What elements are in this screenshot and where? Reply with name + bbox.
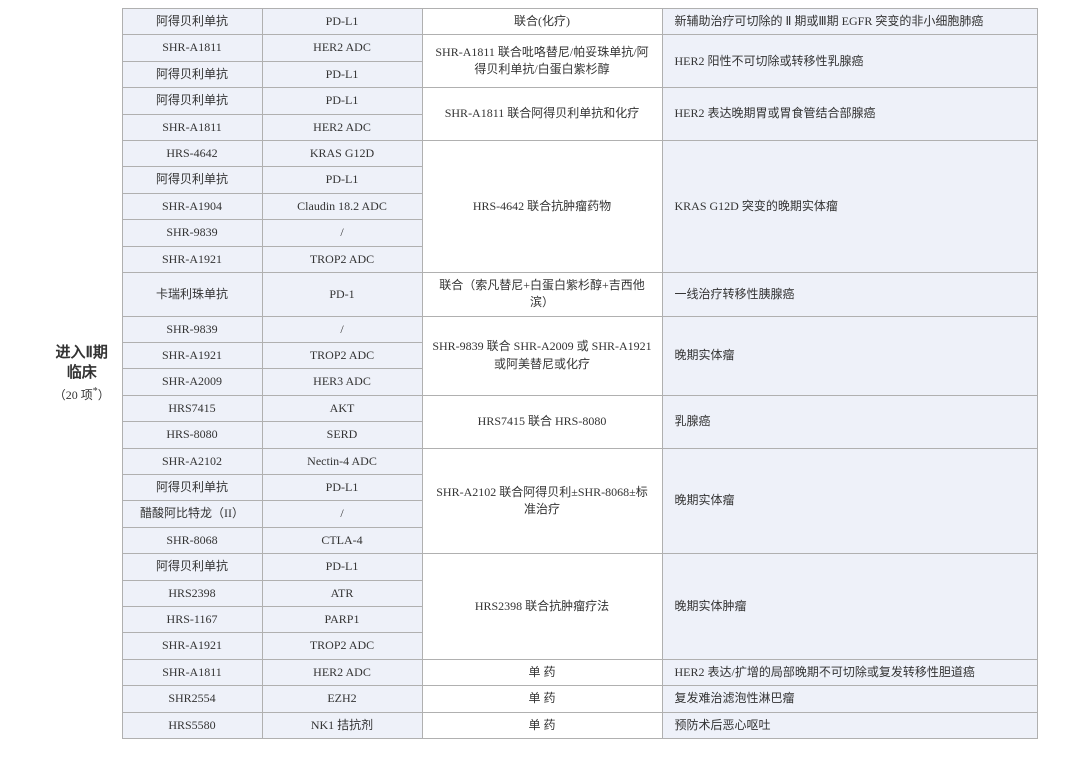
target-cell: HER2 ADC [262,114,422,140]
drug-name-cell: SHR-A1811 [122,114,262,140]
target-cell: TROP2 ADC [262,633,422,659]
table-row: HRS-4642KRAS G12DHRS-4642 联合抗肿瘤药物KRAS G1… [42,140,1038,166]
indication-cell: 复发难治滤泡性淋巴瘤 [662,686,1038,712]
target-cell: HER3 ADC [262,369,422,395]
table-row: HRS5580NK1 拮抗剂单 药预防术后恶心呕吐 [42,712,1038,738]
drug-name-cell: HRS-8080 [122,422,262,448]
target-cell: Nectin-4 ADC [262,448,422,474]
target-cell: PD-L1 [262,9,422,35]
drug-name-cell: 醋酸阿比特龙（II） [122,501,262,527]
drug-name-cell: SHR-A2102 [122,448,262,474]
drug-name-cell: SHR2554 [122,686,262,712]
indication-cell: 晚期实体瘤 [662,448,1038,554]
therapy-cell: 单 药 [422,659,662,685]
table-row: SHR-9839/SHR-9839 联合 SHR-A2009 或 SHR-A19… [42,316,1038,342]
table-row: SHR2554EZH2单 药复发难治滤泡性淋巴瘤 [42,686,1038,712]
therapy-cell: SHR-A1811 联合吡咯替尼/帕妥珠单抗/阿得贝利单抗/白蛋白紫杉醇 [422,35,662,88]
drug-name-cell: HRS-1167 [122,606,262,632]
target-cell: / [262,220,422,246]
therapy-cell: HRS-4642 联合抗肿瘤药物 [422,140,662,272]
target-cell: PD-L1 [262,554,422,580]
therapy-cell: SHR-A1811 联合阿得贝利单抗和化疗 [422,88,662,141]
drug-name-cell: SHR-9839 [122,220,262,246]
target-cell: CTLA-4 [262,527,422,553]
table-row: 阿得贝利单抗PD-L1SHR-A1811 联合阿得贝利单抗和化疗HER2 表达晚… [42,88,1038,114]
target-cell: PD-L1 [262,88,422,114]
indication-cell: HER2 阳性不可切除或转移性乳腺癌 [662,35,1038,88]
indication-cell: 晚期实体肿瘤 [662,554,1038,660]
indication-cell: 一线治疗转移性胰腺癌 [662,272,1038,316]
table-row: 阿得贝利单抗PD-L1HRS2398 联合抗肿瘤疗法晚期实体肿瘤 [42,554,1038,580]
drug-name-cell: HRS7415 [122,395,262,421]
target-cell: TROP2 ADC [262,343,422,369]
stage-subtitle: （20 项*） [46,385,118,404]
therapy-cell: HRS7415 联合 HRS-8080 [422,395,662,448]
target-cell: / [262,501,422,527]
table-row: SHR-A1811HER2 ADC单 药HER2 表达/扩增的局部晚期不可切除或… [42,659,1038,685]
target-cell: PARP1 [262,606,422,632]
indication-cell: 预防术后恶心呕吐 [662,712,1038,738]
therapy-cell: SHR-9839 联合 SHR-A2009 或 SHR-A1921 或阿美替尼或… [422,316,662,395]
indication-cell: HER2 表达/扩增的局部晚期不可切除或复发转移性胆道癌 [662,659,1038,685]
drug-name-cell: SHR-A1811 [122,659,262,685]
drug-name-cell: 阿得贝利单抗 [122,61,262,87]
stage-title-line1: 进入Ⅱ期 [56,345,108,361]
table-row: 进入Ⅱ期临床（20 项*）阿得贝利单抗PD-L1联合(化疗)新辅助治疗可切除的 … [42,9,1038,35]
target-cell: HER2 ADC [262,35,422,61]
target-cell: Claudin 18.2 ADC [262,193,422,219]
therapy-cell: HRS2398 联合抗肿瘤疗法 [422,554,662,660]
drug-name-cell: HRS-4642 [122,140,262,166]
therapy-cell: 联合（索凡替尼+白蛋白紫杉醇+吉西他滨） [422,272,662,316]
clinical-trials-table: 进入Ⅱ期临床（20 项*）阿得贝利单抗PD-L1联合(化疗)新辅助治疗可切除的 … [42,8,1038,739]
drug-name-cell: 阿得贝利单抗 [122,554,262,580]
stage-title: 进入Ⅱ期临床 [46,343,118,384]
stage-title-line2: 临床 [67,365,97,381]
drug-name-cell: SHR-A1811 [122,35,262,61]
table-row: SHR-A2102Nectin-4 ADCSHR-A2102 联合阿得贝利±SH… [42,448,1038,474]
drug-name-cell: SHR-A2009 [122,369,262,395]
target-cell: TROP2 ADC [262,246,422,272]
drug-name-cell: SHR-A1921 [122,343,262,369]
target-cell: PD-L1 [262,475,422,501]
target-cell: PD-L1 [262,61,422,87]
table-row: SHR-A1811HER2 ADCSHR-A1811 联合吡咯替尼/帕妥珠单抗/… [42,35,1038,61]
drug-name-cell: SHR-9839 [122,316,262,342]
target-cell: NK1 拮抗剂 [262,712,422,738]
target-cell: SERD [262,422,422,448]
target-cell: AKT [262,395,422,421]
target-cell: KRAS G12D [262,140,422,166]
therapy-cell: SHR-A2102 联合阿得贝利±SHR-8068±标准治疗 [422,448,662,554]
target-cell: / [262,316,422,342]
therapy-cell: 单 药 [422,686,662,712]
drug-name-cell: HRS2398 [122,580,262,606]
drug-name-cell: SHR-A1921 [122,633,262,659]
therapy-cell: 单 药 [422,712,662,738]
drug-name-cell: 阿得贝利单抗 [122,167,262,193]
target-cell: PD-L1 [262,167,422,193]
target-cell: EZH2 [262,686,422,712]
drug-name-cell: 卡瑞利珠单抗 [122,272,262,316]
therapy-cell: 联合(化疗) [422,9,662,35]
drug-name-cell: SHR-8068 [122,527,262,553]
indication-cell: KRAS G12D 突变的晚期实体瘤 [662,140,1038,272]
indication-cell: 乳腺癌 [662,395,1038,448]
indication-cell: HER2 表达晚期胃或胃食管结合部腺癌 [662,88,1038,141]
drug-name-cell: HRS5580 [122,712,262,738]
target-cell: ATR [262,580,422,606]
drug-name-cell: 阿得贝利单抗 [122,9,262,35]
target-cell: PD-1 [262,272,422,316]
stage-cell: 进入Ⅱ期临床（20 项*） [42,9,122,739]
table-row: HRS7415AKTHRS7415 联合 HRS-8080乳腺癌 [42,395,1038,421]
indication-cell: 晚期实体瘤 [662,316,1038,395]
indication-cell: 新辅助治疗可切除的 Ⅱ 期或Ⅲ期 EGFR 突变的非小细胞肺癌 [662,9,1038,35]
drug-name-cell: 阿得贝利单抗 [122,88,262,114]
table-row: 卡瑞利珠单抗PD-1联合（索凡替尼+白蛋白紫杉醇+吉西他滨）一线治疗转移性胰腺癌 [42,272,1038,316]
drug-name-cell: SHR-A1921 [122,246,262,272]
drug-name-cell: SHR-A1904 [122,193,262,219]
target-cell: HER2 ADC [262,659,422,685]
drug-name-cell: 阿得贝利单抗 [122,475,262,501]
